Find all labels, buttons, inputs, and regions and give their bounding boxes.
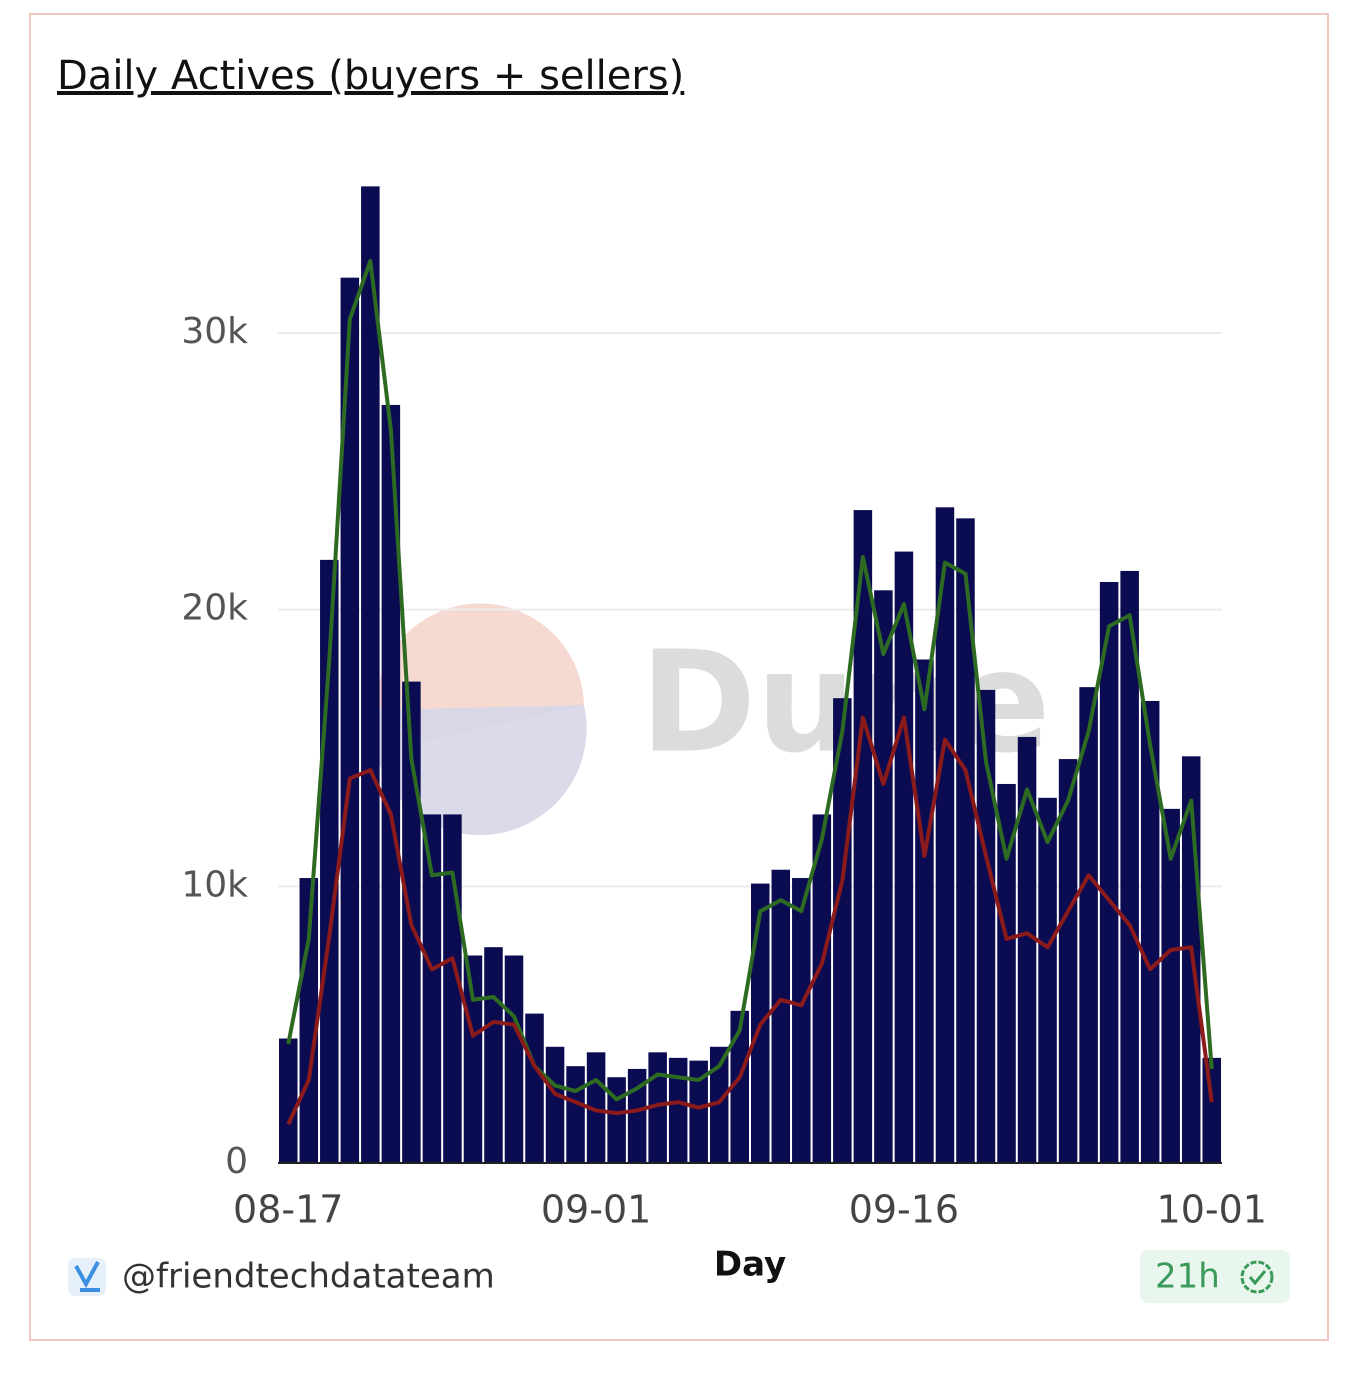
bar — [935, 507, 955, 1163]
line — [286, 259, 1214, 1102]
bar — [1038, 797, 1057, 1163]
author: @friendtechdatateam — [122, 1257, 495, 1297]
bar — [874, 590, 893, 1163]
badge-icon — [1240, 1260, 1274, 1294]
bar — [484, 947, 503, 1163]
y-tick-label: 30k — [181, 311, 248, 352]
bar — [463, 955, 483, 1163]
badge-text: 21h — [1155, 1257, 1220, 1297]
bar — [381, 404, 401, 1163]
bar — [771, 869, 791, 1163]
bar — [709, 1046, 729, 1163]
bar — [422, 814, 442, 1163]
watermark-logo-bottom — [373, 705, 587, 836]
bar — [1079, 687, 1098, 1163]
bar — [504, 955, 524, 1163]
y-tick-label: 20k — [181, 588, 248, 629]
bar — [894, 551, 914, 1163]
icon-glyph — [74, 1261, 100, 1292]
x-tick-label: 10-01 — [1157, 1188, 1267, 1232]
bar — [730, 1010, 749, 1163]
x-tick-label: 09-01 — [541, 1188, 651, 1232]
author-icon — [68, 1258, 106, 1296]
x-tick-label: 08-17 — [233, 1188, 343, 1232]
bar — [1099, 582, 1119, 1163]
bar — [525, 1013, 544, 1163]
bar — [956, 518, 975, 1163]
bar — [361, 186, 380, 1163]
bar — [812, 814, 832, 1163]
bar — [1058, 759, 1078, 1163]
bar — [976, 689, 996, 1163]
bar — [1120, 570, 1139, 1163]
bar — [833, 698, 852, 1163]
chart-title: Daily Actives (buyers + sellers) — [57, 53, 684, 99]
x-axis-label: Day — [714, 1245, 786, 1285]
bar — [689, 1060, 708, 1163]
bar — [279, 1038, 298, 1163]
bar — [1161, 808, 1180, 1163]
y-tick-label: 10k — [181, 864, 248, 905]
line — [286, 715, 1214, 1126]
bar — [1140, 700, 1160, 1163]
bar — [1017, 736, 1037, 1163]
bar — [648, 1052, 667, 1163]
badge-check — [1248, 1270, 1267, 1286]
bar — [340, 277, 360, 1164]
bar — [566, 1066, 585, 1163]
bar — [668, 1057, 688, 1163]
bar — [915, 659, 934, 1163]
bar — [545, 1046, 565, 1163]
bar — [853, 510, 873, 1164]
bar — [997, 783, 1016, 1163]
bar — [1202, 1057, 1221, 1163]
y-tick-label: 0 — [225, 1141, 248, 1182]
bar — [792, 878, 811, 1163]
bar — [586, 1052, 606, 1163]
x-tick-label: 09-16 — [849, 1188, 959, 1232]
bar — [607, 1077, 626, 1163]
